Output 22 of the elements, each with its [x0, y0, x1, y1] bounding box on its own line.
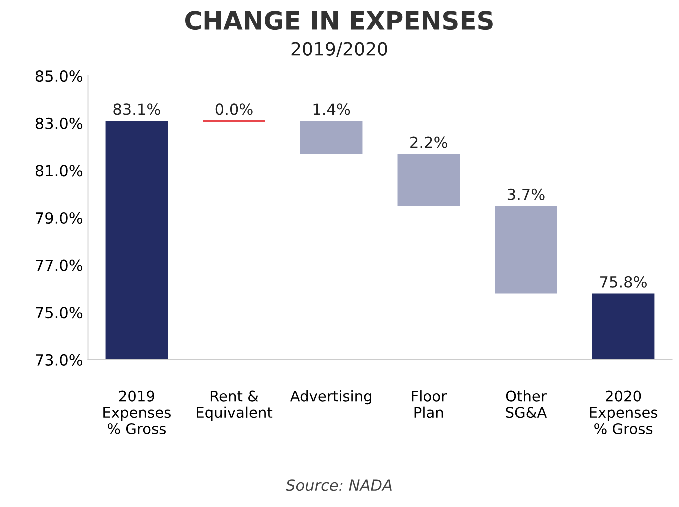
x-tick-label: Other SG&A	[506, 390, 548, 418]
y-tick-label: 79.0%	[36, 212, 83, 224]
y-tick-label: 77.0%	[36, 260, 83, 272]
data-label: 1.4%	[314, 104, 350, 116]
x-tick-label: Floor Plan	[412, 390, 448, 418]
x-tick-label: 2019 Expenses % Gross	[104, 390, 171, 434]
data-label: 3.7%	[508, 188, 545, 200]
y-tick-label: 85.0%	[36, 70, 83, 82]
data-label: 75.8%	[600, 276, 647, 288]
y-tick-label: 83.0%	[36, 118, 83, 130]
chart-title: CHANGE IN EXPENSES	[185, 11, 493, 30]
y-tick-label: 81.0%	[36, 165, 83, 177]
chart-subtitle: 2019/2020	[292, 42, 388, 58]
data-label: 0.0%	[216, 104, 253, 116]
x-tick-label: Advertising	[290, 390, 372, 405]
y-tick-label: 73.0%	[36, 354, 83, 366]
x-tick-label: 2020 Expenses % Gross	[590, 390, 658, 434]
x-tick-label: Rent & Equivalent	[197, 390, 273, 421]
y-tick-label: 75.0%	[36, 307, 83, 319]
data-label: 83.1%	[114, 104, 160, 116]
source-note: Source: NADA	[286, 480, 392, 492]
data-label: 2.2%	[410, 136, 448, 148]
